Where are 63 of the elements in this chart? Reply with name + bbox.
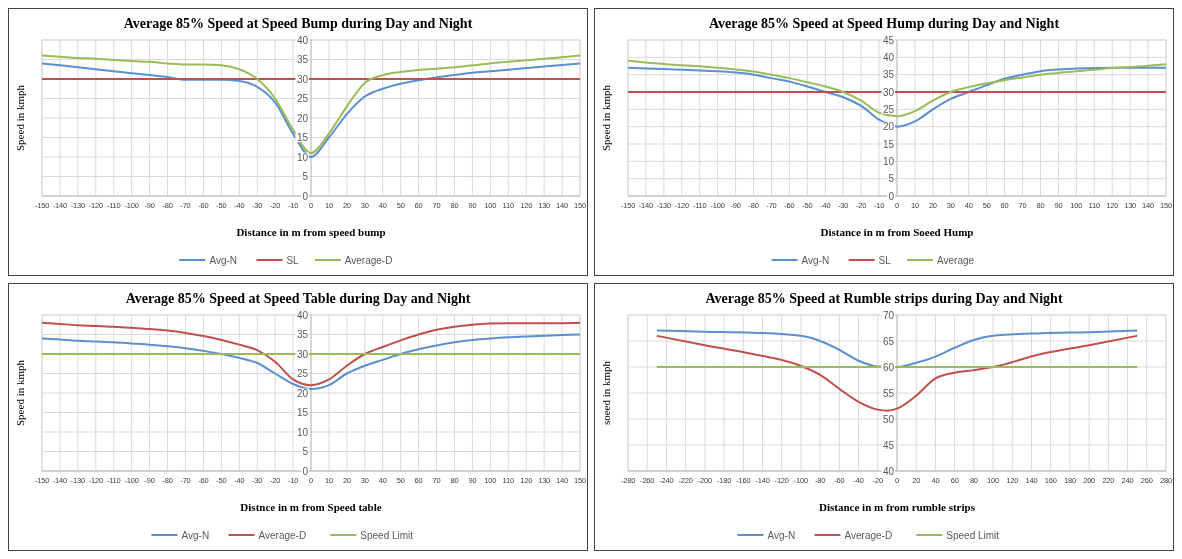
x-axis-title: Distance in m from Soeed Hump bbox=[820, 226, 974, 238]
y-tick-label: 70 bbox=[882, 309, 895, 321]
y-tick-label: 5 bbox=[888, 173, 895, 185]
y-tick-label: 0 bbox=[302, 190, 309, 202]
x-axis-title: Distance in m from speed bump bbox=[236, 226, 386, 238]
line-series bbox=[41, 321, 581, 387]
y-tick-label: 55 bbox=[882, 387, 895, 399]
y-tick-label: 15 bbox=[882, 138, 895, 150]
y-axis-title: soeed in kmph bbox=[600, 360, 612, 426]
y-tick-label: 20 bbox=[296, 387, 309, 399]
legend-label: Avg-N bbox=[181, 530, 210, 541]
y-tick-label: 60 bbox=[882, 361, 895, 373]
chart-title: Average 85% Speed at Rumble strips during Day and Night bbox=[705, 291, 1063, 306]
y-tick-label: 40 bbox=[296, 309, 309, 321]
line-series bbox=[655, 334, 1139, 412]
legend-label: Avg-N bbox=[801, 255, 830, 266]
y-tick-label: 45 bbox=[882, 34, 895, 46]
y-tick-label: 10 bbox=[882, 155, 895, 167]
y-tick-label: 15 bbox=[296, 132, 309, 143]
legend-label: Average bbox=[937, 255, 975, 266]
y-tick-label: 0 bbox=[302, 465, 309, 477]
legend-label: Average-D bbox=[344, 255, 393, 266]
legend-label: Speed Limit bbox=[946, 530, 1000, 541]
y-tick-label: 50 bbox=[882, 413, 895, 425]
chart-title: Average 85% Speed at Speed Bump during Day and Night bbox=[123, 16, 473, 31]
legend-label: Avg-N bbox=[767, 530, 796, 541]
y-tick-label: 40 bbox=[882, 51, 895, 63]
y-tick-label: 25 bbox=[296, 368, 309, 379]
y-tick-label: 30 bbox=[296, 73, 309, 85]
y-axis-title: Speed in kmph bbox=[14, 84, 26, 151]
line-series bbox=[627, 66, 1167, 128]
y-tick-label: 45 bbox=[882, 439, 895, 451]
y-tick-label: 30 bbox=[882, 86, 895, 98]
legend-label: Avg-N bbox=[209, 255, 238, 266]
y-tick-label: 25 bbox=[296, 93, 309, 104]
legend-label: Average-D bbox=[844, 530, 893, 541]
x-axis-title: Distance in m from rumble strips bbox=[819, 501, 976, 513]
y-tick-label: 10 bbox=[296, 426, 309, 438]
y-tick-label: 30 bbox=[296, 348, 309, 360]
legend-label: SL bbox=[878, 255, 892, 266]
legend-label: SL bbox=[286, 255, 300, 266]
y-tick-label: 40 bbox=[882, 465, 895, 477]
y-tick-label: 20 bbox=[296, 112, 309, 124]
y-tick-label: 0 bbox=[888, 190, 895, 202]
line-series bbox=[627, 59, 1167, 118]
y-tick-label: 10 bbox=[296, 151, 309, 163]
legend-label: Speed Limit bbox=[360, 530, 414, 541]
y-tick-label: 35 bbox=[296, 329, 309, 340]
y-tick-label: 35 bbox=[882, 69, 895, 81]
y-tick-label: 20 bbox=[882, 121, 895, 133]
y-tick-label: 40 bbox=[296, 34, 309, 46]
legend-label: Average-D bbox=[258, 530, 307, 541]
y-tick-label: 65 bbox=[882, 335, 895, 347]
x-axis-title: Distnce in m from Speed table bbox=[240, 501, 382, 513]
y-axis-title: Speed in kmph bbox=[600, 84, 612, 151]
chart-title: Average 85% Speed at Speed Hump during Day and Night bbox=[708, 16, 1060, 31]
y-tick-label: 35 bbox=[296, 54, 309, 65]
y-tick-label: 5 bbox=[302, 446, 309, 457]
chart-title: Average 85% Speed at Speed Table during Day and Night bbox=[125, 291, 471, 306]
y-tick-label: 5 bbox=[302, 171, 309, 182]
y-tick-label: 15 bbox=[296, 407, 309, 418]
y-tick-label: 25 bbox=[882, 103, 895, 115]
y-axis-title: Speed in kmph bbox=[14, 359, 26, 426]
